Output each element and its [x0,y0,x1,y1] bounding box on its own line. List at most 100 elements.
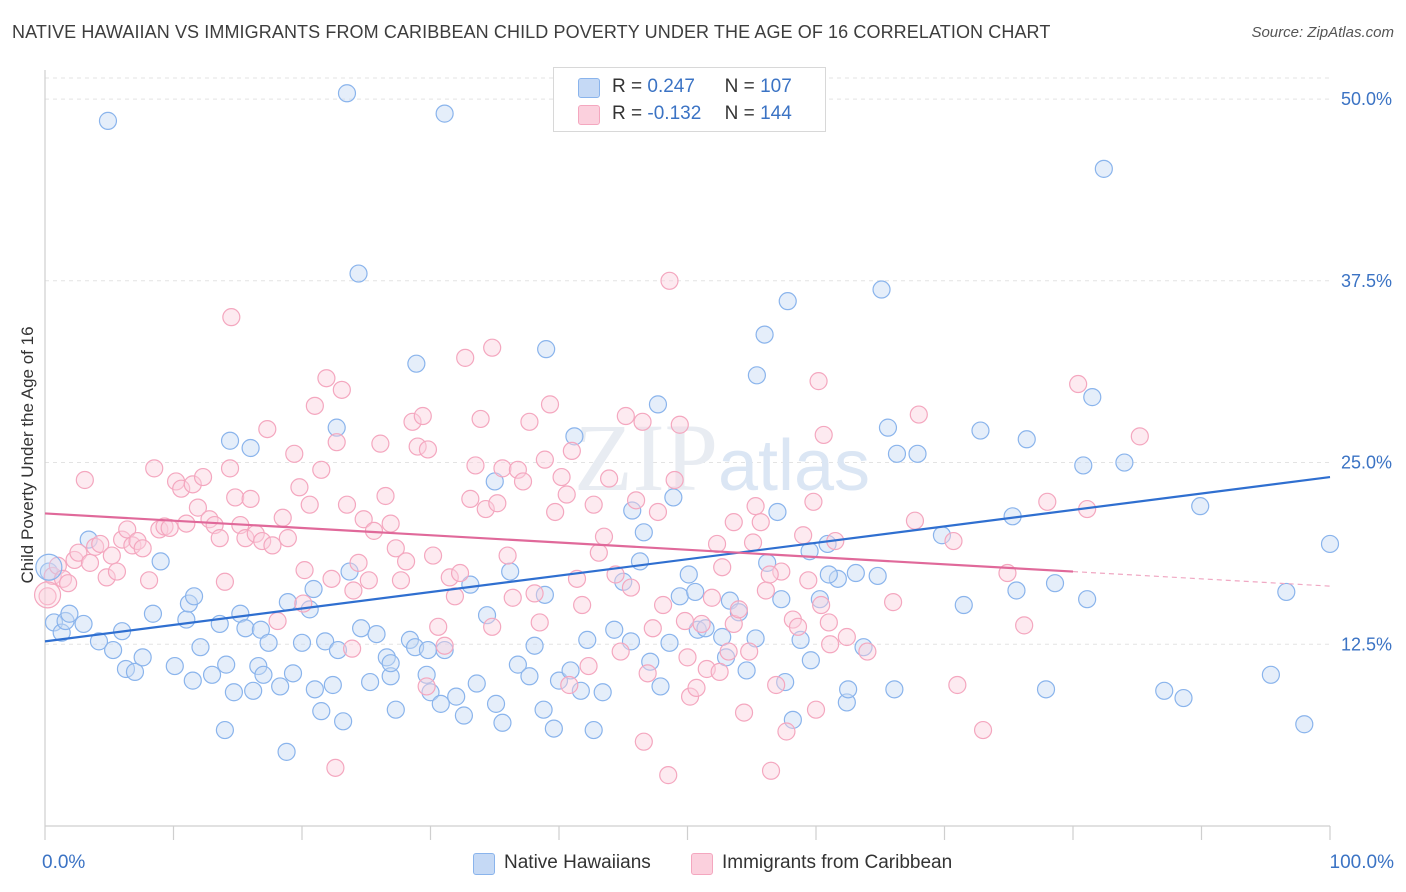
point-native-hawaiian [783,710,802,729]
point-caribbean [616,406,635,426]
point-native-hawaiian [641,652,660,671]
point-caribbean [263,536,282,555]
point-caribbean [734,703,754,722]
point-native-hawaiian [304,579,323,599]
point-native-hawaiian [74,614,93,634]
point-native-hawaiian [1115,453,1134,472]
point-native-hawaiian [755,325,774,344]
point-native-hawaiian [810,590,829,609]
point-caribbean [562,441,581,461]
point-native-hawaiian [1036,680,1056,699]
point-caribbean [183,475,202,494]
point-native-hawaiian [971,421,990,440]
point-caribbean [354,510,373,529]
point-native-hawaiian [278,593,297,612]
point-caribbean [643,619,662,638]
point-caribbean [806,700,826,719]
point-caribbean [429,617,448,636]
point-native-hawaiian [584,720,603,740]
n-value: 107 [760,76,792,97]
point-caribbean [678,648,697,667]
point-caribbean [724,513,743,532]
point-caribbean [210,529,229,548]
point-caribbean [133,539,152,558]
point-caribbean [322,569,341,588]
point-caribbean [944,531,963,551]
n-value: 144 [760,103,792,124]
point-caribbean [665,470,684,490]
point-native-hawaiian [501,562,520,581]
point-native-hawaiian [337,84,357,103]
point-native-hawaiian [381,654,400,673]
point-native-hawaiian [1320,534,1340,554]
point-native-hawaiian [292,633,312,652]
point-native-hawaiian [328,640,348,660]
point-native-hawaiian [418,640,438,660]
point-caribbean [746,497,765,516]
point-caribbean [653,595,673,615]
point-native-hawaiian [872,280,891,299]
point-native-hawaiian [334,712,353,731]
point-native-hawaiian [1155,681,1174,700]
point-native-hawaiian [361,672,380,692]
point-caribbean [177,514,196,533]
point-caribbean [772,562,791,581]
point-caribbean [837,627,856,647]
point-caribbean [525,584,544,603]
point-native-hawaiian [224,683,243,702]
point-caribbean [560,675,579,695]
point-native-hawaiian [215,720,234,740]
point-caribbean [466,456,485,475]
point-native-hawaiian [52,623,71,642]
point-native-hawaiian [1007,581,1026,600]
point-native-hawaiian [151,552,170,571]
trend-layer [44,475,1331,643]
points-layer [33,84,1340,785]
point-native-hawaiian [623,501,642,520]
point-native-hawaiian [571,681,590,700]
point-native-hawaiian [737,661,756,680]
point-caribbean [220,459,240,478]
point-caribbean [761,761,781,780]
point-native-hawaiian [236,619,255,638]
point-native-hawaiian [104,640,123,660]
point-native-hawaiian [1295,715,1314,734]
point-native-hawaiian [254,665,273,684]
point-native-hawaiian [908,444,927,463]
point-native-hawaiian [467,674,486,693]
watermark-zip: ZIP [574,404,718,511]
watermark: ZIPatlas [574,404,870,511]
y-axis-label: Child Poverty Under the Age of 16 [18,326,37,583]
point-native-hawaiian [35,553,63,581]
point-native-hawaiian [244,681,263,700]
point-caribbean [633,412,652,431]
point-native-hawaiian [249,656,268,676]
point-caribbean [493,459,512,478]
point-native-hawaiian [447,687,466,706]
point-caribbean [611,642,630,661]
point-native-hawaiian [885,680,904,699]
point-caribbean [59,574,78,593]
point-caribbean [584,495,603,514]
correlation-legend: R = 0.247 N = 107 R = -0.132 N = 144 [553,67,826,132]
point-native-hawaiian [1078,590,1097,609]
point-native-hawaiian [578,630,597,650]
x-tick-label-max: 100.0% [1329,852,1394,873]
point-native-hawaiian [386,700,405,719]
point-caribbean [226,488,245,507]
point-native-hawaiian [670,587,689,606]
point-caribbean [403,412,422,431]
trend-line-caribbean-extension [1072,570,1331,587]
point-caribbean [86,537,105,556]
point-caribbean [290,478,309,497]
point-caribbean [417,677,436,696]
point-caribbean [391,571,411,590]
point-native-hawaiian [191,638,210,657]
point-native-hawaiian [768,502,787,522]
point-caribbean [69,543,88,562]
point-caribbean [423,546,443,565]
point-caribbean [948,675,967,695]
point-native-hawaiian [534,700,553,719]
trend-line-caribbean [44,512,1074,573]
point-caribbean [97,568,116,587]
